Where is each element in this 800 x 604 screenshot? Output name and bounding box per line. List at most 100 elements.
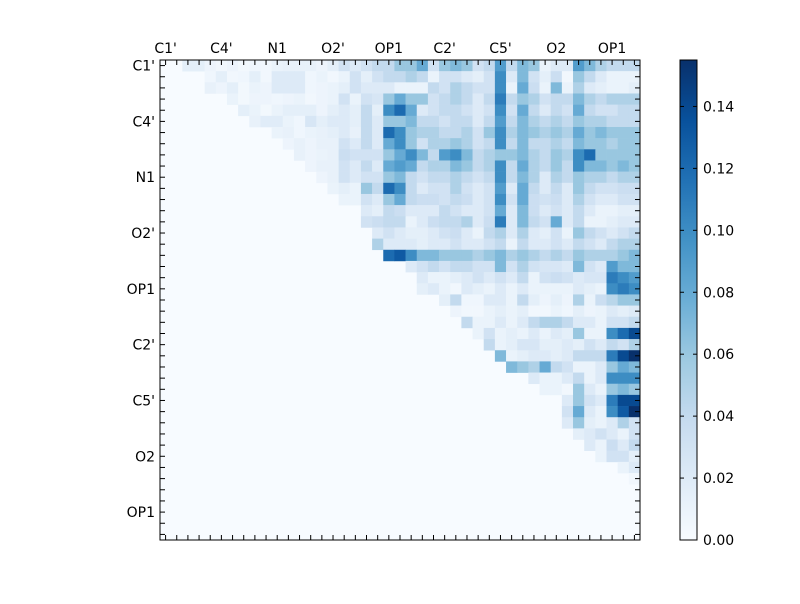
heatmap-cell (483, 60, 496, 72)
heatmap-cell (494, 238, 507, 251)
heatmap-cell (561, 249, 574, 262)
heatmap-cell (539, 149, 551, 161)
heatmap-cell (628, 138, 641, 150)
heatmap-cell (405, 104, 418, 117)
heatmap-cell (561, 160, 574, 172)
heatmap-cell (405, 149, 418, 161)
x-tick-label: OP1 (598, 41, 626, 57)
heatmap-cell (584, 283, 596, 295)
heatmap-cell (360, 60, 373, 72)
heatmap-cell (539, 305, 551, 318)
heatmap-cell (472, 193, 485, 206)
heatmap-cell (450, 272, 462, 284)
heatmap-cell (561, 216, 574, 228)
heatmap-cell (628, 473, 641, 485)
heatmap-cell (416, 171, 429, 184)
heatmap-cell (506, 60, 518, 72)
heatmap-cell (439, 82, 451, 94)
heatmap-cell (316, 138, 328, 150)
heatmap-cell (461, 249, 473, 262)
heatmap-cell (506, 361, 518, 373)
heatmap-cell (617, 406, 630, 418)
heatmap-cell (394, 249, 406, 262)
heatmap-cell (595, 372, 607, 385)
heatmap-cell (517, 272, 529, 284)
heatmap-cell (573, 316, 585, 329)
heatmap-cell (573, 283, 585, 295)
heatmap-cell (573, 305, 585, 318)
heatmap-cell (573, 327, 585, 340)
heatmap-cell (606, 216, 618, 228)
heatmap-cell (628, 227, 641, 239)
heatmap-cell (204, 82, 217, 94)
heatmap-cell (327, 104, 339, 117)
heatmap-cell (528, 339, 540, 351)
heatmap-cell (550, 316, 563, 329)
heatmap-cell (226, 71, 239, 83)
heatmap-cell (327, 71, 339, 83)
heatmap-cell (316, 160, 328, 172)
heatmap-cell (249, 71, 261, 83)
heatmap-cell (416, 149, 429, 161)
heatmap-cell (550, 383, 563, 396)
heatmap-cell (528, 182, 540, 195)
heatmap-cell (383, 60, 395, 72)
heatmap-cell (316, 93, 328, 105)
heatmap-cell (617, 372, 630, 385)
heatmap-cell (260, 71, 272, 83)
heatmap-cell (394, 171, 406, 184)
heatmap-cell (439, 60, 451, 72)
heatmap-cell (271, 115, 284, 128)
heatmap-cell (316, 126, 328, 139)
heatmap-cell (260, 104, 272, 117)
heatmap-cell (494, 182, 507, 195)
heatmap-cell (316, 171, 328, 184)
heatmap-cell (606, 82, 618, 94)
heatmap-cell (550, 193, 563, 206)
heatmap-cell (550, 249, 563, 262)
heatmap-cell (517, 171, 529, 184)
heatmap-cell (628, 216, 641, 228)
heatmap-cell (394, 138, 406, 150)
heatmap-cell (461, 216, 473, 228)
heatmap-cell (561, 327, 574, 340)
heatmap-cell (550, 272, 563, 284)
heatmap-cell (439, 205, 451, 217)
heatmap-cell (450, 160, 462, 172)
heatmap-cell (628, 126, 641, 139)
heatmap-cell (450, 82, 462, 94)
heatmap-cell (561, 305, 574, 318)
heatmap-cell (606, 60, 618, 72)
heatmap-cell (584, 417, 596, 429)
heatmap-cell (450, 182, 462, 195)
heatmap-cell (372, 182, 384, 195)
heatmap-cell (573, 394, 585, 407)
heatmap-cell (483, 126, 496, 139)
x-tick-label: O2 (546, 41, 566, 57)
heatmap-cell (539, 115, 551, 128)
heatmap-cell (439, 182, 451, 195)
heatmap-cell (383, 82, 395, 94)
heatmap-cell (416, 93, 429, 105)
heatmap-cell (461, 104, 473, 117)
heatmap-cell (573, 249, 585, 262)
heatmap-cell (528, 205, 540, 217)
heatmap-cell (372, 82, 384, 94)
heatmap-cell (405, 227, 418, 239)
heatmap-cell (595, 294, 607, 306)
heatmap-cell (595, 272, 607, 284)
heatmap-cell (606, 428, 618, 440)
heatmap-cell (561, 316, 574, 329)
heatmap-cell (327, 182, 339, 195)
heatmap-cell (372, 216, 384, 228)
x-tick-label: C2' (433, 41, 456, 57)
heatmap-cell (238, 93, 250, 105)
heatmap-cell (517, 260, 529, 273)
heatmap-cell (372, 60, 384, 72)
heatmap-cell (550, 305, 563, 318)
heatmap-cell (517, 126, 529, 139)
heatmap-cell (628, 149, 641, 161)
heatmap-cell (506, 339, 518, 351)
heatmap-cell (617, 383, 630, 396)
heatmap-cell (204, 71, 217, 83)
